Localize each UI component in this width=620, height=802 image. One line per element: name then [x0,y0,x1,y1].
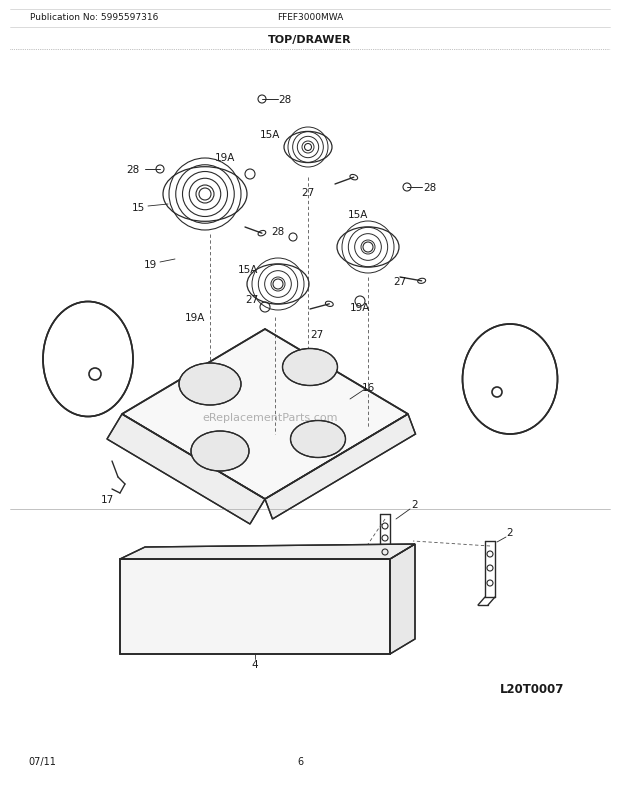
Polygon shape [107,415,265,525]
Text: 27: 27 [301,188,314,198]
Ellipse shape [43,302,133,417]
Text: 17: 17 [100,494,113,504]
Text: 19A: 19A [215,153,235,163]
Text: 15A: 15A [260,130,280,140]
Ellipse shape [179,363,241,406]
Text: 16: 16 [361,383,374,392]
Text: 07/11: 07/11 [28,756,56,766]
Polygon shape [390,545,415,654]
Text: 2: 2 [412,500,418,509]
Text: 15A: 15A [238,265,258,274]
Text: 28: 28 [126,164,140,175]
Text: FFEF3000MWA: FFEF3000MWA [277,14,343,22]
Polygon shape [120,545,415,559]
Ellipse shape [283,349,337,386]
Text: 27: 27 [311,330,324,339]
Ellipse shape [191,431,249,472]
Text: 15: 15 [131,203,144,213]
Text: 18A: 18A [68,325,88,334]
Text: 28: 28 [278,95,291,105]
Text: 15A: 15A [348,210,368,220]
Text: 19: 19 [143,260,157,269]
Text: TOP/DRAWER: TOP/DRAWER [268,35,352,45]
Text: 6: 6 [297,756,303,766]
Text: 27: 27 [246,294,259,305]
Text: eReplacementParts.com: eReplacementParts.com [202,412,338,423]
Text: L20T0007: L20T0007 [500,683,564,695]
Polygon shape [265,415,415,520]
Text: 2: 2 [507,528,513,537]
Text: 18: 18 [494,345,507,354]
Text: 19A: 19A [350,302,370,313]
Polygon shape [120,559,390,654]
Ellipse shape [463,325,557,435]
Text: 4: 4 [252,659,259,669]
Polygon shape [122,330,408,500]
Ellipse shape [291,421,345,458]
Text: 28: 28 [423,183,436,192]
Text: 27: 27 [393,277,407,286]
Text: Publication No: 5995597316: Publication No: 5995597316 [30,14,158,22]
Text: 28: 28 [272,227,285,237]
Text: 19A: 19A [185,313,205,322]
